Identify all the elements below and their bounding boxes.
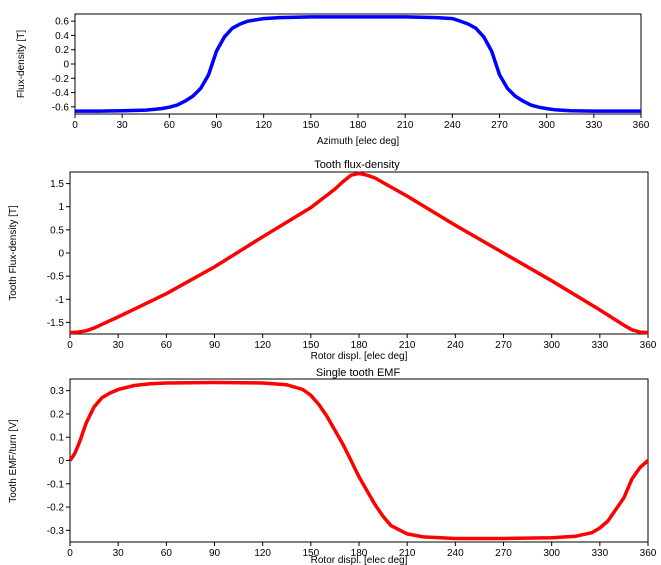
y-tick-label: -1 xyxy=(55,295,64,306)
x-tick-label: 150 xyxy=(302,548,319,559)
chart-3-y-axis-label: Tooth EMF/turn [V] xyxy=(8,419,19,503)
plot-area-2 xyxy=(69,171,649,335)
chart-3-title: Single tooth EMF xyxy=(316,367,401,379)
y-tick-label: 0.1 xyxy=(50,433,64,444)
x-tick-label: 120 xyxy=(254,340,271,351)
y-tick-label: 0 xyxy=(63,60,69,71)
x-tick-label: 360 xyxy=(633,120,650,131)
x-tick-label: 330 xyxy=(585,120,602,131)
x-tick-label: 120 xyxy=(255,120,272,131)
x-tick-label: 300 xyxy=(543,340,560,351)
y-tick-label: 0.2 xyxy=(55,45,69,56)
x-tick-label: 360 xyxy=(640,340,657,351)
x-tick-label: 270 xyxy=(495,548,512,559)
series-line-flux-density xyxy=(75,15,641,113)
x-tick-label: 180 xyxy=(350,120,367,131)
chart-2-x-axis-label: Rotor displ. [elec deg] xyxy=(311,351,408,362)
x-tick-label: 0 xyxy=(72,120,78,131)
series-line-tooth-flux-density xyxy=(69,171,649,335)
x-tick-label: 120 xyxy=(254,548,271,559)
x-tick-label: 210 xyxy=(397,120,414,131)
x-tick-label: 330 xyxy=(591,340,608,351)
chart-1-y-axis-label: Flux-density [T] xyxy=(16,30,27,99)
x-tick-label: 210 xyxy=(399,340,416,351)
x-tick-label: 300 xyxy=(538,120,555,131)
y-tick-label: 0.6 xyxy=(55,17,69,28)
chart-2-title: Tooth flux-density xyxy=(314,159,400,171)
x-tick-label: 60 xyxy=(164,120,176,131)
chart-flux-density: 0 30 60 90 120 150 180 210 240 270 300 330 360 0.6 0.4… xyxy=(16,13,650,147)
x-tick-label: 60 xyxy=(161,340,173,351)
y-tick-label: 1 xyxy=(58,202,64,213)
series-line-tooth-emf xyxy=(68,380,650,541)
plot-area-1 xyxy=(74,13,642,115)
chart-2-ticks: 0 30 60 90 120 150 180 210 240 270 300 330 360 1.5 1 0.… xyxy=(47,179,657,351)
chart-3-ticks: 0 30 60 90 120 150 180 210 240 270 300 330 360 0.3 0.2… xyxy=(47,386,657,559)
chart-2-y-axis-label: Tooth Flux-density [T] xyxy=(8,205,19,301)
y-tick-label: 0 xyxy=(58,249,64,260)
chart-single-tooth-emf: Single tooth EMF 0 30 60 90 120 150 180 210 240 2… xyxy=(8,367,657,565)
x-tick-label: 90 xyxy=(209,548,221,559)
y-tick-label: 1.5 xyxy=(50,179,64,190)
y-tick-label: -0.2 xyxy=(47,503,65,514)
x-tick-label: 240 xyxy=(447,548,464,559)
y-tick-label: -0.4 xyxy=(52,88,70,99)
x-tick-label: 30 xyxy=(113,548,125,559)
x-tick-label: 270 xyxy=(495,340,512,351)
chart-tooth-flux-density: Tooth flux-density 0 30 60 90 120 150 180 210 24… xyxy=(8,159,657,362)
y-tick-label: 0.2 xyxy=(50,409,64,420)
x-tick-label: 90 xyxy=(211,120,223,131)
x-tick-label: 30 xyxy=(117,120,129,131)
x-tick-label: 150 xyxy=(302,120,319,131)
x-tick-label: 90 xyxy=(209,340,221,351)
y-tick-label: -0.5 xyxy=(47,272,65,283)
x-tick-label: 240 xyxy=(444,120,461,131)
y-tick-label: -0.1 xyxy=(47,479,65,490)
x-tick-label: 180 xyxy=(351,340,368,351)
x-tick-label: 0 xyxy=(67,340,73,351)
x-tick-label: 180 xyxy=(351,548,368,559)
x-tick-label: 300 xyxy=(543,548,560,559)
x-tick-label: 210 xyxy=(399,548,416,559)
chart-1-ticks: 0 30 60 90 120 150 180 210 240 270 300 330 360 0.6 0.4… xyxy=(52,17,650,131)
x-tick-label: 30 xyxy=(113,340,125,351)
y-tick-label: 0.3 xyxy=(50,386,64,397)
y-tick-label: 0.4 xyxy=(55,31,69,42)
y-tick-label: 0.5 xyxy=(50,225,64,236)
x-tick-label: 330 xyxy=(591,548,608,559)
y-tick-label: -0.2 xyxy=(52,74,70,85)
y-tick-label: 0 xyxy=(58,456,64,467)
x-tick-label: 240 xyxy=(447,340,464,351)
x-tick-label: 150 xyxy=(302,340,319,351)
chart-1-x-axis-label: Azimuth [elec deg] xyxy=(317,136,399,147)
x-tick-label: 360 xyxy=(640,548,657,559)
x-tick-label: 60 xyxy=(161,548,173,559)
x-tick-label: 270 xyxy=(491,120,508,131)
y-tick-label: -0.3 xyxy=(47,526,65,537)
y-tick-label: -0.6 xyxy=(52,102,70,113)
x-tick-label: 0 xyxy=(67,548,73,559)
chart-3-x-axis-label: Rotor displ. [elec deg] xyxy=(311,555,408,565)
y-tick-label: -1.5 xyxy=(47,318,65,329)
plot-area-3 xyxy=(69,378,649,543)
